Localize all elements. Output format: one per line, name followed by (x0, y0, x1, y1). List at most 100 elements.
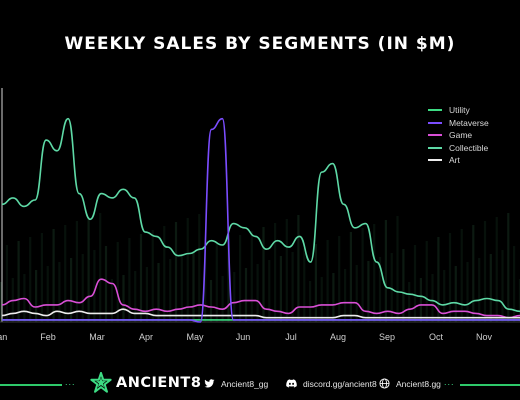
legend-swatch (428, 109, 442, 111)
background-stripe (483, 221, 487, 322)
legend-label: Game (449, 130, 473, 140)
x-tick-label: Apr (139, 332, 153, 342)
background-bars (0, 213, 520, 322)
background-stripe (64, 225, 67, 322)
background-stripe (396, 216, 399, 322)
background-stripe (448, 233, 452, 322)
background-stripe (320, 277, 323, 322)
background-stripe (419, 278, 422, 322)
background-stripe (285, 219, 288, 322)
background-stripe (309, 281, 312, 322)
background-stripe (478, 258, 481, 322)
legend-item-utility: Utility (428, 104, 489, 116)
ancient8-logo-icon (90, 372, 112, 393)
background-stripe (344, 269, 347, 322)
background-stripe (507, 213, 510, 322)
background-stripe (268, 260, 271, 322)
background-stripe (116, 242, 119, 322)
background-stripe (110, 279, 113, 322)
background-stripe (35, 270, 38, 322)
footer-line-right (460, 384, 520, 386)
background-stripe (384, 220, 387, 322)
background-stripe (443, 270, 446, 322)
background-stripe (215, 243, 218, 322)
background-stripe (128, 238, 131, 322)
background-stripe (390, 253, 393, 322)
background-stripe (186, 218, 189, 322)
background-stripe (297, 215, 300, 322)
background-stripe (279, 256, 282, 322)
legend-swatch (428, 121, 442, 124)
series-line-metaverse (1, 117, 520, 323)
background-stripe (338, 236, 341, 322)
background-stripe (81, 254, 84, 322)
background-stripe (373, 224, 376, 322)
background-stripe (367, 261, 370, 322)
background-stripe (145, 267, 148, 322)
background-stripe (70, 258, 73, 322)
background-stripe (355, 265, 358, 322)
background-stripe (466, 262, 469, 322)
x-tick-label: Sep (379, 332, 395, 342)
background-stripe (0, 282, 3, 322)
background-stripe (501, 250, 504, 322)
background-stripe (495, 217, 498, 322)
x-tick-label: Oct (429, 332, 444, 342)
background-stripe (204, 247, 207, 322)
background-stripe (209, 280, 213, 322)
background-stripe (174, 222, 178, 322)
background-stripe (17, 241, 20, 322)
website-link[interactable]: Ancient8.gg (379, 378, 441, 389)
twitter-handle: Ancient8_gg (221, 378, 269, 389)
twitter-icon (204, 379, 215, 388)
series-group (1, 117, 520, 323)
legend-item-metaverse: Metaverse (428, 117, 489, 129)
legend-swatch (428, 159, 442, 161)
background-stripe (425, 241, 428, 322)
background-stripe (75, 221, 78, 322)
background-stripe (99, 213, 102, 322)
background-stripe (460, 229, 463, 322)
discord-link[interactable]: discord.gg/ancient8 (286, 378, 377, 389)
legend: Utility Metaverse Game Collectible Art (428, 104, 489, 167)
brand: ANCIENT8 (90, 372, 201, 394)
background-stripe (250, 231, 253, 322)
series-line-game (1, 278, 520, 319)
background-stripe (326, 240, 329, 322)
background-stripe (489, 254, 492, 322)
background-stripe (134, 271, 137, 322)
background-stripe (233, 272, 236, 322)
background-stripe (332, 273, 335, 322)
x-tick-labels: Jan Feb Mar Apr May Jun Jul Aug Sep Oct Nov (0, 332, 492, 342)
series-line-art (1, 308, 520, 319)
background-stripe (104, 246, 108, 322)
background-stripe (303, 248, 306, 322)
background-stripe (29, 237, 32, 322)
background-stripe (402, 249, 405, 322)
background-stripe (58, 262, 61, 322)
legend-label: Utility (449, 105, 470, 115)
background-stripe (52, 229, 55, 322)
twitter-link[interactable]: Ancient8_gg (204, 378, 268, 389)
background-stripe (180, 255, 183, 322)
x-tick-label: Mar (89, 332, 105, 342)
background-stripe (192, 251, 195, 322)
brand-name: ANCIENT8 (116, 375, 202, 391)
x-tick-label: May (186, 332, 204, 342)
background-stripe (518, 279, 520, 322)
x-tick-label: Aug (330, 332, 346, 342)
website-text: Ancient8.gg (396, 378, 441, 389)
background-stripe (40, 233, 43, 322)
background-stripe (314, 244, 317, 322)
background-stripe (408, 282, 411, 322)
background-stripe (361, 228, 364, 322)
background-stripe (256, 264, 259, 322)
x-tick-label: Jul (285, 332, 297, 342)
globe-icon (379, 378, 390, 389)
legend-item-collectible: Collectible (428, 142, 489, 154)
discord-icon (286, 379, 297, 388)
background-stripe (262, 227, 265, 322)
background-stripe (472, 225, 475, 322)
background-stripe (437, 237, 440, 322)
